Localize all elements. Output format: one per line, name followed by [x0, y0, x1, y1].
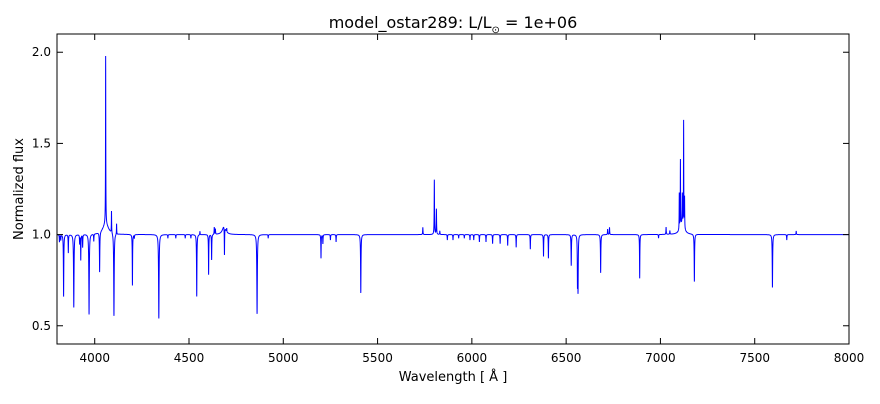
x-tick-label: 4000 [79, 351, 110, 365]
x-tick-label: 8000 [834, 351, 865, 365]
x-tick-label: 7000 [645, 351, 676, 365]
x-tick-label: 5500 [362, 351, 393, 365]
chart-title: model_ostar289: L/L⊙ = 1e+06 [329, 13, 578, 36]
y-tick-label: 1.0 [32, 228, 51, 242]
title-prefix: model_ostar289: L/L [329, 13, 492, 33]
y-axis-label: Normalized flux [12, 138, 27, 240]
plot-area [56, 56, 849, 319]
x-tick-label: 5000 [268, 351, 299, 365]
y-tick-label: 2.0 [32, 45, 51, 59]
x-tick-label: 6500 [551, 351, 582, 365]
x-tick-label: 7500 [739, 351, 770, 365]
axis-ticks: 4000 4500 5000 5500 6000 6500 7000 7500 8000 0.5 1… [32, 34, 864, 365]
y-tick-label: 0.5 [32, 319, 51, 333]
title-suffix: = 1e+06 [500, 13, 577, 32]
title-subscript: ⊙ [492, 25, 500, 36]
plot-frame [56, 33, 850, 345]
x-tick-label: 4500 [174, 351, 205, 365]
x-axis-label: Wavelength [ Å ] [399, 369, 508, 385]
y-tick-label: 1.5 [32, 136, 51, 150]
x-tick-label: 6000 [457, 351, 488, 365]
spectrum-line [56, 56, 849, 319]
